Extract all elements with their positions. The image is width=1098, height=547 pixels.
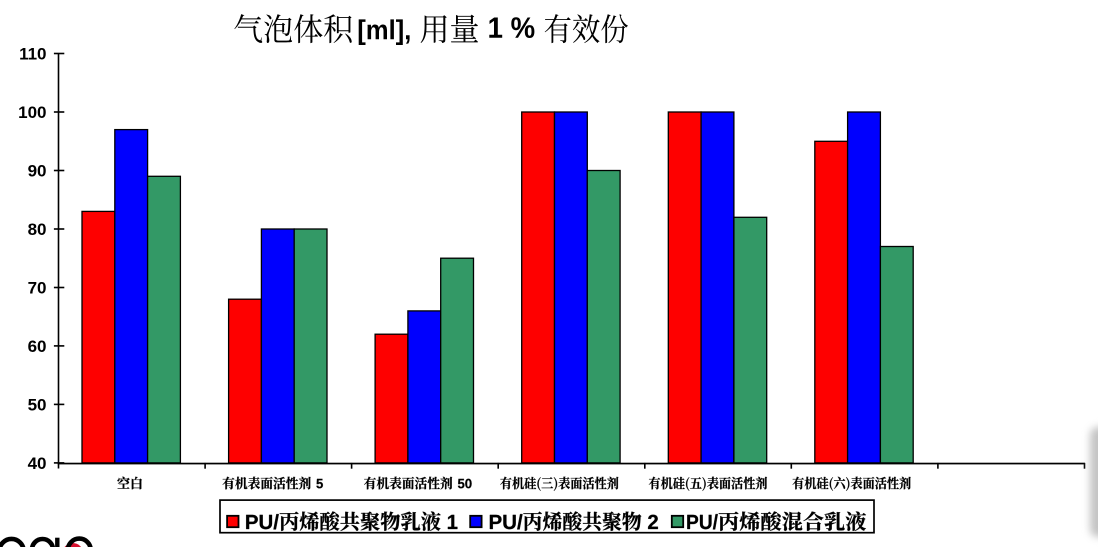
svg-text:80: 80: [28, 220, 47, 239]
svg-text:50: 50: [28, 396, 47, 415]
svg-text:90: 90: [28, 162, 47, 181]
svg-text:110: 110: [19, 45, 46, 64]
svg-text:40: 40: [28, 454, 47, 473]
svg-text:100: 100: [18, 103, 46, 122]
svg-text:70: 70: [28, 279, 47, 298]
svg-text:60: 60: [28, 337, 47, 356]
